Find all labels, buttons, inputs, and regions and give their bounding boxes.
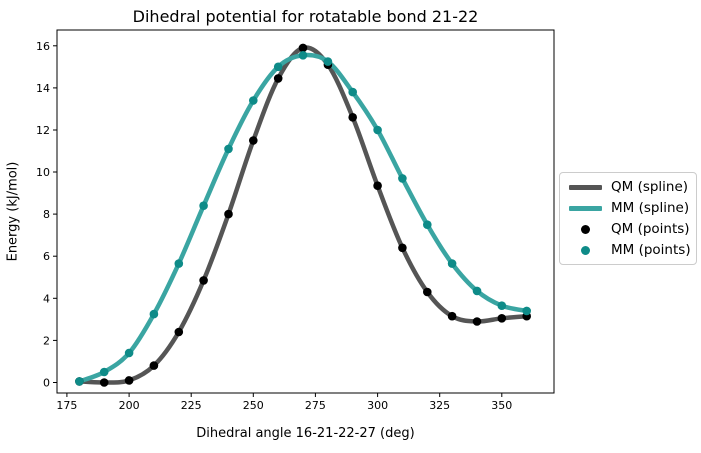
legend-entry-label: MM (spline) <box>611 200 690 216</box>
line-swatch-icon <box>569 205 602 211</box>
legend-entry-label: QM (points) <box>611 221 690 237</box>
y-tick-label: 12 <box>36 124 50 137</box>
qm-point <box>497 314 507 323</box>
qm-point <box>447 311 457 321</box>
y-tick-label: 10 <box>36 166 50 179</box>
qm-point <box>298 43 308 53</box>
mm-point <box>149 309 159 319</box>
legend-dot-swatch <box>569 245 602 255</box>
y-tick-label: 0 <box>43 377 50 390</box>
mm-point <box>199 201 208 210</box>
qm-point <box>199 276 208 285</box>
legend-entry: MM (spline) <box>569 200 690 216</box>
mm-point <box>224 144 233 154</box>
legend-line-swatch <box>569 205 602 211</box>
y-tick-label: 2 <box>43 334 50 347</box>
mm-point <box>497 301 507 311</box>
legend-entry-label: MM (points) <box>611 242 691 258</box>
x-tick-label: 300 <box>367 399 388 412</box>
x-tick-label: 250 <box>243 399 264 412</box>
qm-point <box>472 317 482 326</box>
mm-point <box>423 220 432 229</box>
mm-point <box>348 87 358 97</box>
mm-point <box>174 259 184 268</box>
dot-swatch-icon <box>581 245 590 255</box>
mm-point <box>447 259 457 268</box>
y-tick-label: 6 <box>43 250 50 263</box>
x-tick-label: 200 <box>119 399 140 412</box>
mm-point <box>522 306 531 316</box>
x-tick-label: 175 <box>56 399 77 412</box>
line-swatch-icon <box>569 184 602 190</box>
qm-point <box>99 378 109 387</box>
qm-point <box>273 74 283 83</box>
qm-point <box>124 376 134 385</box>
x-tick-label: 275 <box>305 399 326 412</box>
mm-point <box>99 367 109 377</box>
qm-point <box>174 327 184 337</box>
legend-entry-label: QM (spline) <box>611 179 689 195</box>
mm-point <box>124 348 134 358</box>
qm-point <box>149 361 159 370</box>
mm-point <box>273 62 283 72</box>
qm-point <box>249 136 258 145</box>
mm-point <box>298 51 308 60</box>
qm-point <box>373 181 382 190</box>
mm-spline-path <box>77 52 529 384</box>
x-tick-label: 225 <box>181 399 202 412</box>
legend-entry: MM (points) <box>569 243 691 257</box>
y-tick-label: 16 <box>36 40 50 53</box>
dot-swatch-icon <box>581 224 590 234</box>
mm-point <box>373 125 382 135</box>
qm-point <box>423 287 432 297</box>
qm-point <box>348 113 358 122</box>
mm-point <box>249 96 258 105</box>
mm-point <box>323 57 333 66</box>
legend-entry: QM (points) <box>569 221 690 237</box>
chart-title: Dihedral potential for rotatable bond 21… <box>132 7 479 26</box>
y-tick-label: 4 <box>43 292 50 305</box>
mm-point <box>75 377 84 386</box>
y-tick-label: 8 <box>43 208 50 221</box>
plot-frame <box>56 29 555 394</box>
mm-point <box>398 174 407 183</box>
legend-entry: QM (spline) <box>569 179 689 195</box>
legend: QM (spline) MM (spline) QM (points) MM (poi… <box>559 172 697 265</box>
y-tick-label: 14 <box>36 82 50 95</box>
legend-dot-swatch <box>569 224 602 234</box>
qm-point <box>398 243 407 253</box>
x-axis-label: Dihedral angle 16-21-22-27 (deg) <box>196 426 415 441</box>
y-axis-label: Energy (kJ/mol) <box>5 161 21 262</box>
x-tick-label: 325 <box>429 399 450 412</box>
x-tick-label: 350 <box>491 399 512 412</box>
mm-point <box>472 286 482 296</box>
qm-point <box>224 209 233 219</box>
legend-line-swatch <box>569 184 602 190</box>
qm-spline-path <box>77 45 529 385</box>
